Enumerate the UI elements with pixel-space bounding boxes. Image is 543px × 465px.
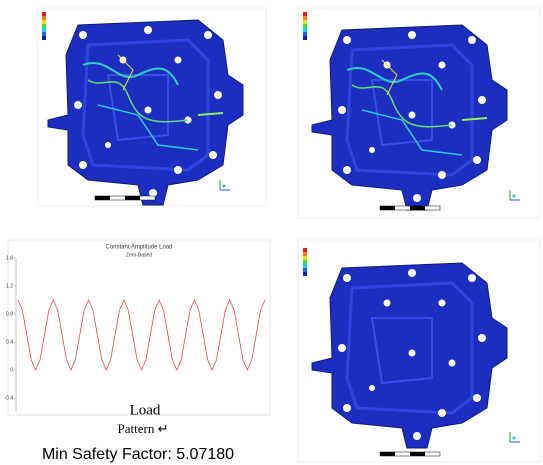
figure: Constant Amplitude Load Zero-Based Load …	[0, 0, 543, 465]
y-tick-label: 0.4	[6, 339, 13, 345]
figure-canvas: Constant Amplitude Load Zero-Based Load …	[0, 0, 543, 465]
y-tick-label: 1.6	[6, 255, 13, 261]
fea-result-3	[298, 240, 540, 462]
y-tick-label: 0	[10, 367, 13, 373]
caption-pattern: Pattern ↵	[118, 421, 169, 436]
chart-title: Constant Amplitude Load	[105, 245, 172, 251]
caption-load: Load	[130, 402, 161, 418]
y-tick-label: 1.2	[6, 283, 13, 289]
y-tick-label: -0.4	[4, 395, 13, 401]
fea-result-1	[38, 8, 266, 206]
y-tick-label: 0.8	[6, 311, 13, 317]
load-chart: Constant Amplitude Load Zero-Based	[8, 240, 270, 415]
fea-result-2	[298, 8, 540, 218]
chart-subtitle: Zero-Based	[126, 252, 152, 258]
caption-safety: Min Safety Factor: 5.07180	[42, 446, 234, 463]
